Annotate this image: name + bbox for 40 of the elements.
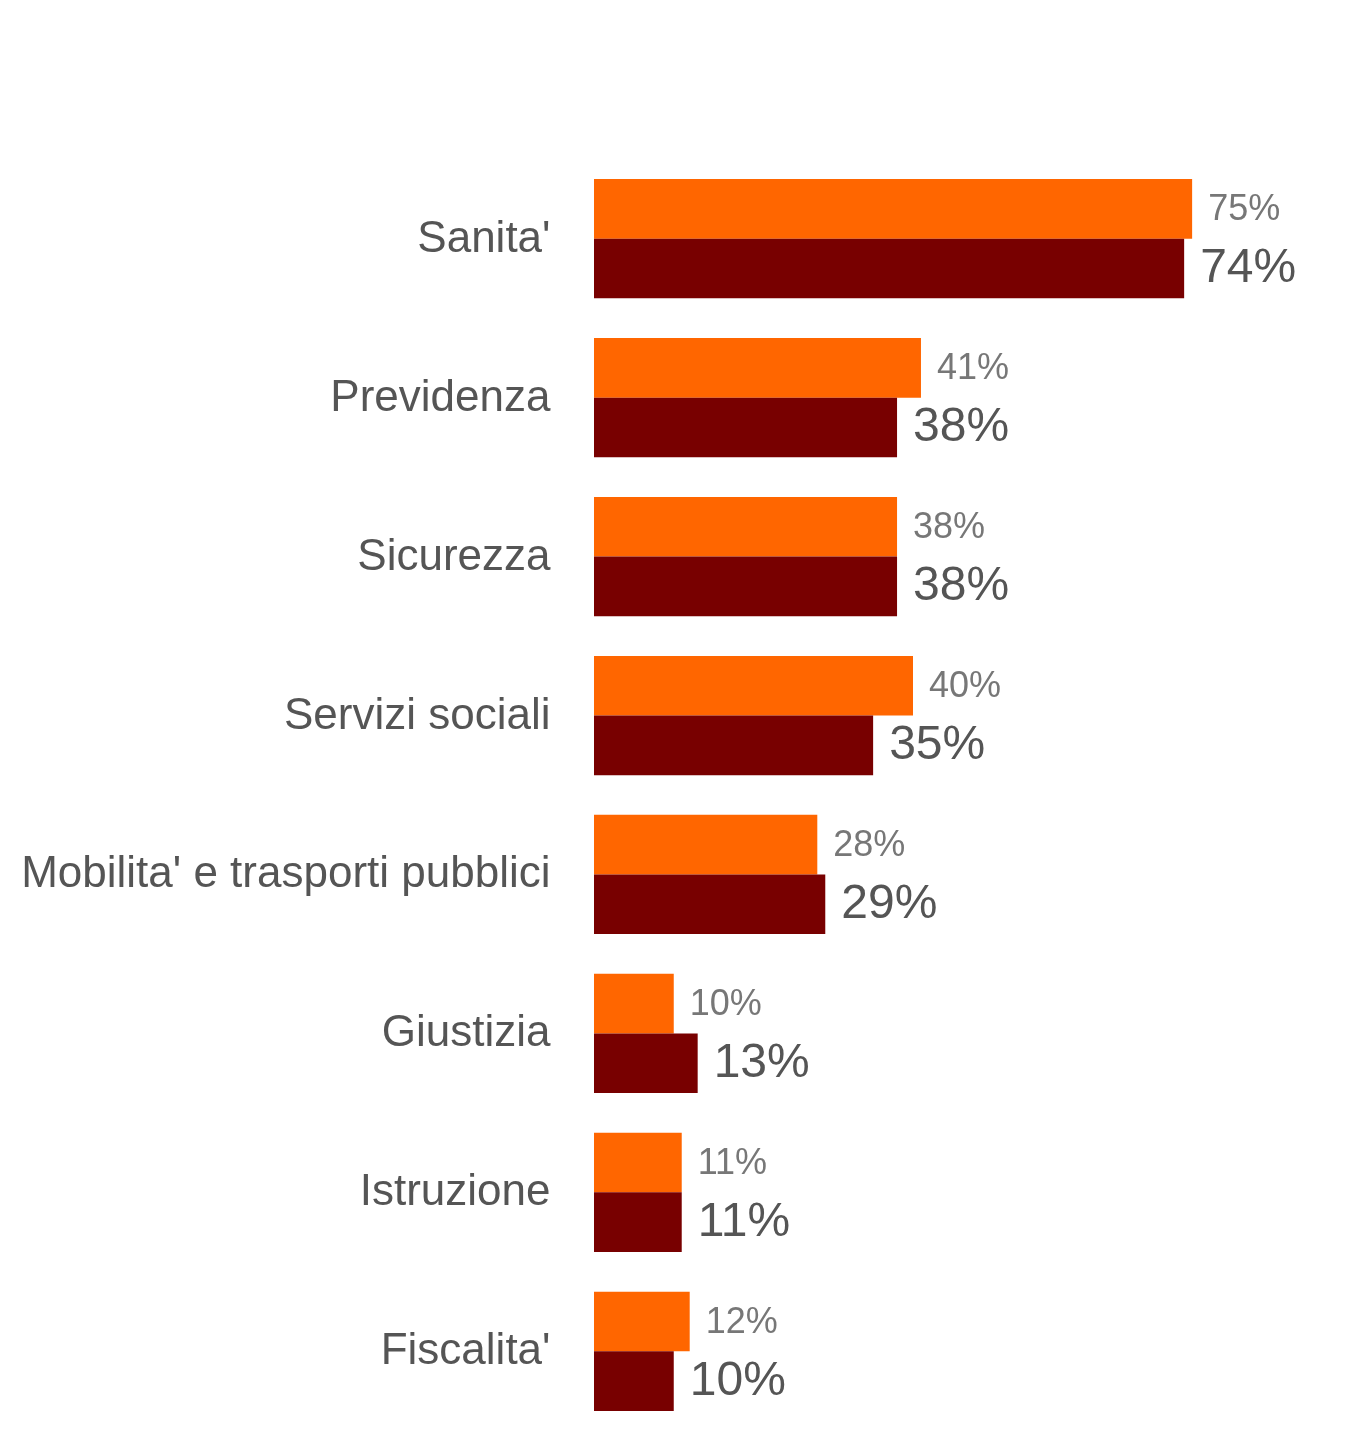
bar	[594, 814, 818, 875]
y-tick-label: Previdenza	[330, 370, 552, 420]
data-label: 38%	[913, 504, 986, 546]
data-label: 12%	[705, 1299, 778, 1341]
bar	[594, 556, 898, 617]
data-label: 11%	[697, 1193, 791, 1247]
bar	[594, 238, 1185, 299]
y-tick-label: Servizi sociali	[283, 688, 551, 738]
data-label: 41%	[936, 345, 1010, 387]
data-label: 11%	[697, 1140, 768, 1182]
y-tick-label: Sicurezza	[357, 529, 552, 579]
data-label: 38%	[913, 557, 1010, 611]
bar	[594, 1192, 682, 1252]
y-tick-label: Sanita'	[417, 211, 551, 261]
y-tick-label: Giustizia	[381, 1006, 552, 1056]
data-label: 10%	[689, 981, 762, 1023]
data-label: 35%	[889, 716, 986, 770]
data-label: 28%	[833, 822, 906, 864]
y-tick-label: Mobilita' e trasporti pubblici	[21, 847, 551, 897]
bar	[594, 397, 898, 458]
bar	[594, 1033, 698, 1094]
bar	[594, 1132, 682, 1193]
bar	[594, 655, 913, 716]
bar	[594, 338, 921, 398]
bar	[594, 179, 1193, 239]
bar	[594, 496, 898, 557]
data-label: 29%	[841, 875, 938, 929]
bar	[594, 1291, 690, 1352]
bar	[594, 715, 874, 776]
data-label: 75%	[1208, 186, 1281, 228]
y-tick-label: Istruzione	[359, 1165, 551, 1215]
data-label: 13%	[713, 1034, 810, 1088]
y-tick-label: Fiscalita'	[380, 1324, 551, 1374]
data-label: 10%	[689, 1352, 786, 1406]
data-label: 38%	[913, 398, 1010, 452]
data-label: 74%	[1200, 239, 1297, 293]
bar	[594, 973, 674, 1034]
bar	[594, 1351, 674, 1411]
bar	[594, 874, 826, 935]
data-label: 40%	[929, 663, 1002, 705]
